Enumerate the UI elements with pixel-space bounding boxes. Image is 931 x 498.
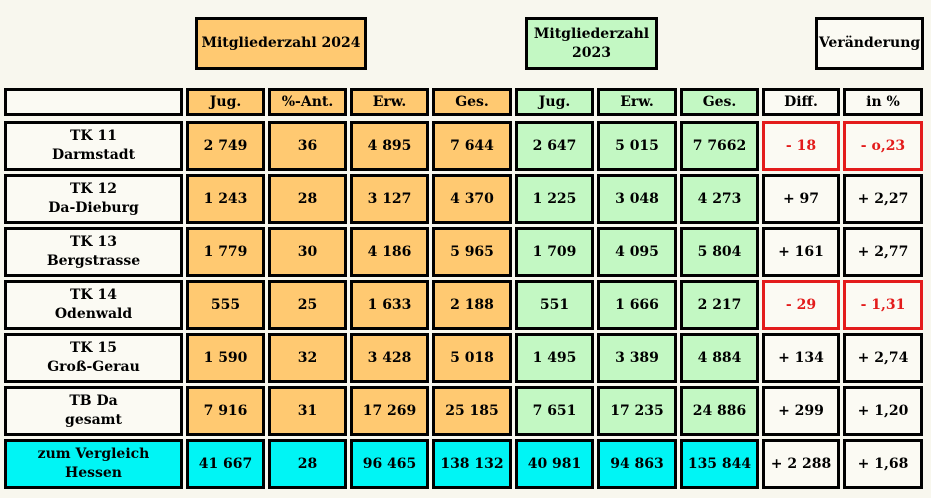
cell-ges-2024: 5 965 [432, 227, 512, 277]
cell-erw-2024: 4 895 [350, 121, 429, 171]
cell-pct-change: + 2,77 [843, 227, 923, 277]
cell-jug-2024: 7 916 [186, 386, 265, 436]
cell-pct-change: + 2,74 [843, 333, 923, 383]
row-label: TK 11 Darmstadt [4, 121, 183, 171]
cell-ges-2023: 135 844 [680, 439, 759, 489]
cell-jug-2024: 2 749 [186, 121, 265, 171]
cell-pct-2024: 28 [268, 439, 347, 489]
header-2024: Mitgliederzahl 2024 [195, 17, 367, 70]
cell-ges-2023: 5 804 [680, 227, 759, 277]
cell-pct-change: + 2,27 [843, 174, 923, 224]
cell-erw-2023: 94 863 [597, 439, 677, 489]
cell-erw-2024: 96 465 [350, 439, 429, 489]
cell-pct-change: - 1,31 [843, 280, 923, 330]
row-label: TK 15 Groß-Gerau [4, 333, 183, 383]
cell-erw-2023: 5 015 [597, 121, 677, 171]
cell-jug-2023: 40 981 [515, 439, 594, 489]
cell-diff: + 2 288 [762, 439, 840, 489]
cell-ges-2023: 24 886 [680, 386, 759, 436]
cell-jug-2024: 1 779 [186, 227, 265, 277]
column-header-erw-2024: Erw. [350, 88, 429, 116]
cell-erw-2023: 17 235 [597, 386, 677, 436]
cell-pct-2024: 36 [268, 121, 347, 171]
cell-pct-change: + 1,68 [843, 439, 923, 489]
header-2023: Mitgliederzahl 2023 [525, 17, 658, 70]
cell-pct-change: - o,23 [843, 121, 923, 171]
cell-diff: + 161 [762, 227, 840, 277]
cell-erw-2024: 17 269 [350, 386, 429, 436]
cell-jug-2023: 1 495 [515, 333, 594, 383]
cell-diff: - 29 [762, 280, 840, 330]
column-header-pct-2024: %-Ant. [268, 88, 347, 116]
cell-diff: + 134 [762, 333, 840, 383]
cell-erw-2024: 4 186 [350, 227, 429, 277]
row-label: TK 14 Odenwald [4, 280, 183, 330]
cell-ges-2024: 25 185 [432, 386, 512, 436]
cell-erw-2024: 3 428 [350, 333, 429, 383]
cell-pct-2024: 31 [268, 386, 347, 436]
cell-diff: + 97 [762, 174, 840, 224]
header-change: Veränderung [815, 17, 924, 70]
cell-jug-2023: 2 647 [515, 121, 594, 171]
cell-ges-2024: 7 644 [432, 121, 512, 171]
column-header-diff: Diff. [762, 88, 840, 116]
column-header-jug-2023: Jug. [515, 88, 594, 116]
cell-jug-2023: 1 709 [515, 227, 594, 277]
cell-pct-change: + 1,20 [843, 386, 923, 436]
cell-erw-2023: 3 048 [597, 174, 677, 224]
cell-jug-2024: 1 590 [186, 333, 265, 383]
cell-ges-2024: 138 132 [432, 439, 512, 489]
column-header-pct-change: in % [843, 88, 923, 116]
cell-ges-2024: 2 188 [432, 280, 512, 330]
column-header-label [4, 88, 183, 116]
cell-erw-2023: 4 095 [597, 227, 677, 277]
cell-jug-2024: 555 [186, 280, 265, 330]
cell-ges-2024: 5 018 [432, 333, 512, 383]
cell-ges-2023: 7 7662 [680, 121, 759, 171]
cell-jug-2023: 1 225 [515, 174, 594, 224]
cell-jug-2024: 1 243 [186, 174, 265, 224]
cell-diff: - 18 [762, 121, 840, 171]
cell-erw-2024: 1 633 [350, 280, 429, 330]
row-label: TB Da gesamt [4, 386, 183, 436]
cell-erw-2023: 1 666 [597, 280, 677, 330]
cell-ges-2023: 2 217 [680, 280, 759, 330]
cell-pct-2024: 25 [268, 280, 347, 330]
cell-ges-2024: 4 370 [432, 174, 512, 224]
row-label: zum Vergleich Hessen [4, 439, 183, 489]
cell-pct-2024: 32 [268, 333, 347, 383]
cell-erw-2024: 3 127 [350, 174, 429, 224]
cell-ges-2023: 4 273 [680, 174, 759, 224]
column-header-ges-2023: Ges. [680, 88, 759, 116]
row-label: TK 12 Da-Dieburg [4, 174, 183, 224]
cell-jug-2024: 41 667 [186, 439, 265, 489]
column-header-erw-2023: Erw. [597, 88, 677, 116]
cell-erw-2023: 3 389 [597, 333, 677, 383]
column-header-jug-2024: Jug. [186, 88, 265, 116]
cell-diff: + 299 [762, 386, 840, 436]
row-label: TK 13 Bergstrasse [4, 227, 183, 277]
cell-jug-2023: 551 [515, 280, 594, 330]
column-header-ges-2024: Ges. [432, 88, 512, 116]
cell-jug-2023: 7 651 [515, 386, 594, 436]
cell-pct-2024: 30 [268, 227, 347, 277]
cell-pct-2024: 28 [268, 174, 347, 224]
cell-ges-2023: 4 884 [680, 333, 759, 383]
